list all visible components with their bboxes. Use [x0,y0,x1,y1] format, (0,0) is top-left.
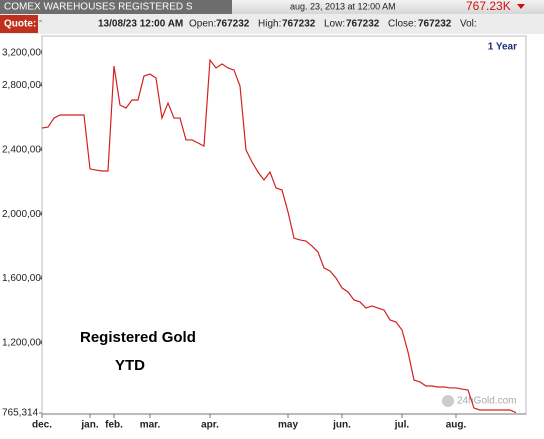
quote-open: 767232 [216,19,250,30]
title-box [0,0,232,14]
x-tick-label: jun. [332,420,351,431]
x-tick-label: jul. [394,420,410,431]
x-tick-label: apr. [201,420,219,431]
quote-close: 767232 [418,19,452,30]
quote-low-label: Low: [324,19,345,30]
quote-high-label: High: [258,19,281,30]
quote-high: 767232 [282,19,316,30]
annotation: YTD [115,357,145,374]
header-title: COMEX WAREHOUSES REGISTERED S [4,2,193,13]
watermark-icon [442,395,454,407]
range-button[interactable]: 1 Year [488,42,517,53]
x-tick-label: mar. [140,420,161,431]
y-tick-label: 2,800,000 [2,80,47,91]
y-tick-label: 2,400,000 [2,144,47,155]
annotation: Registered Gold [80,329,196,346]
x-tick-label: may [278,420,298,431]
x-tick-label: dec. [32,420,52,431]
header-date: aug. 23, 2013 at 12:00 AM [290,1,396,11]
quote-bar [0,14,544,34]
x-tick-label: jan. [80,420,98,431]
quote-box [0,15,38,33]
quote-open-label: Open: [189,19,216,30]
line [41,58,517,414]
quote-vol-label: Vol: [460,19,477,30]
plot-area [41,35,527,415]
y-tick-label: 2,000,000 [2,209,47,220]
x-tick-label: feb. [105,420,123,431]
down-arrow [517,4,525,9]
quote-time: 13/08/23 12:00 AM [98,19,183,30]
y-tick-label: 765,314 [2,408,39,419]
y-tick-label: 1,600,000 [2,273,47,284]
quote-low: 767232 [346,19,380,30]
y-tick-label: 3,200,000 [2,48,47,59]
quote-close-label: Close: [388,19,416,30]
header-last: 767.23K [466,0,511,13]
quote-label: Quote: [4,19,36,30]
x-tick-label: aug. [446,420,467,431]
y-tick-label: 1,200,000 [2,338,47,349]
watermark: 24hGold.com [457,396,516,407]
